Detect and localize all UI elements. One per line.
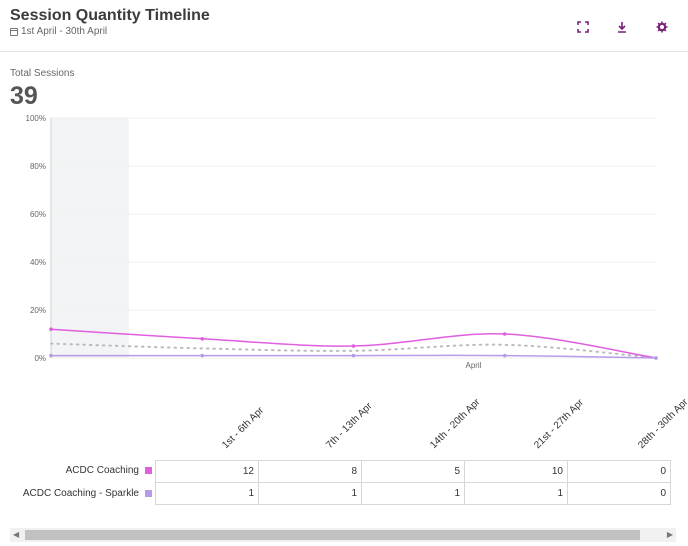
period-label: 7th - 13th Apr bbox=[324, 400, 375, 451]
legend-swatch bbox=[145, 490, 152, 497]
y-tick-label: 40% bbox=[30, 258, 46, 267]
data-point bbox=[200, 353, 205, 358]
period-label: 28th - 30th Apr bbox=[636, 396, 688, 451]
highlight-band bbox=[51, 118, 129, 358]
data-point bbox=[351, 344, 356, 348]
data-point bbox=[654, 356, 658, 360]
table-cell: 8 bbox=[258, 460, 362, 483]
table-row: 1 1 1 1 0 bbox=[155, 482, 671, 505]
line-chart: 0% 20% 40% 60% 80% 100% April bbox=[26, 114, 658, 370]
y-tick-label: 0% bbox=[34, 354, 46, 363]
table-row: 12 8 5 10 0 bbox=[155, 460, 671, 483]
data-point bbox=[502, 353, 507, 358]
period-label: 1st - 6th Apr bbox=[220, 405, 267, 451]
legend-item-acdc-coaching-sparkle: ACDC Coaching - Sparkle bbox=[0, 488, 152, 499]
gear-icon[interactable] bbox=[656, 20, 670, 34]
kpi-label: Total Sessions bbox=[10, 68, 75, 79]
legend-label: ACDC Coaching - Sparkle bbox=[22, 488, 139, 499]
kpi-value: 39 bbox=[10, 82, 38, 110]
download-icon[interactable] bbox=[616, 20, 630, 34]
table-cell: 5 bbox=[361, 460, 465, 483]
date-range: 1st April - 30th April bbox=[10, 26, 107, 37]
y-tick-label: 80% bbox=[30, 162, 46, 171]
expand-icon[interactable] bbox=[577, 20, 591, 34]
page-title: Session Quantity Timeline bbox=[10, 7, 210, 24]
scroll-right-icon[interactable]: ▶ bbox=[666, 530, 673, 539]
table-cell: 1 bbox=[361, 482, 465, 505]
legend-swatch bbox=[145, 467, 152, 474]
series-line bbox=[50, 328, 657, 359]
table-cell: 0 bbox=[567, 460, 671, 483]
legend-item-acdc-coaching: ACDC Coaching bbox=[0, 465, 152, 476]
data-point bbox=[351, 353, 356, 358]
trend-line bbox=[50, 342, 657, 359]
y-tick-label: 60% bbox=[30, 210, 46, 219]
table-cell: 12 bbox=[155, 460, 259, 483]
legend-label: ACDC Coaching bbox=[65, 465, 139, 476]
data-table: 12 8 5 10 0 1 1 1 1 0 bbox=[155, 460, 671, 505]
data-point bbox=[49, 327, 53, 331]
y-tick-label: 20% bbox=[30, 306, 46, 315]
scrollbar-thumb[interactable] bbox=[25, 530, 640, 540]
date-range-label: 1st April - 30th April bbox=[21, 26, 108, 37]
table-cell: 1 bbox=[464, 482, 568, 505]
table-cell: 10 bbox=[464, 460, 568, 483]
data-point bbox=[200, 337, 205, 341]
chart-header: Session Quantity Timeline 1st April - 30… bbox=[0, 0, 688, 52]
table-cell: 1 bbox=[155, 482, 259, 505]
period-label: 14th - 20th Apr bbox=[428, 396, 483, 451]
scroll-left-icon[interactable]: ◀ bbox=[13, 530, 20, 539]
horizontal-scrollbar[interactable]: ◀ ▶ bbox=[10, 528, 676, 542]
data-point bbox=[49, 353, 53, 358]
x-axis-label: April bbox=[465, 361, 481, 370]
calendar-icon bbox=[10, 27, 18, 36]
table-cell: 0 bbox=[567, 482, 671, 505]
table-cell: 1 bbox=[258, 482, 362, 505]
period-label: 21st - 27th Apr bbox=[532, 397, 586, 451]
y-tick-label: 100% bbox=[26, 114, 46, 123]
data-point bbox=[502, 332, 507, 336]
